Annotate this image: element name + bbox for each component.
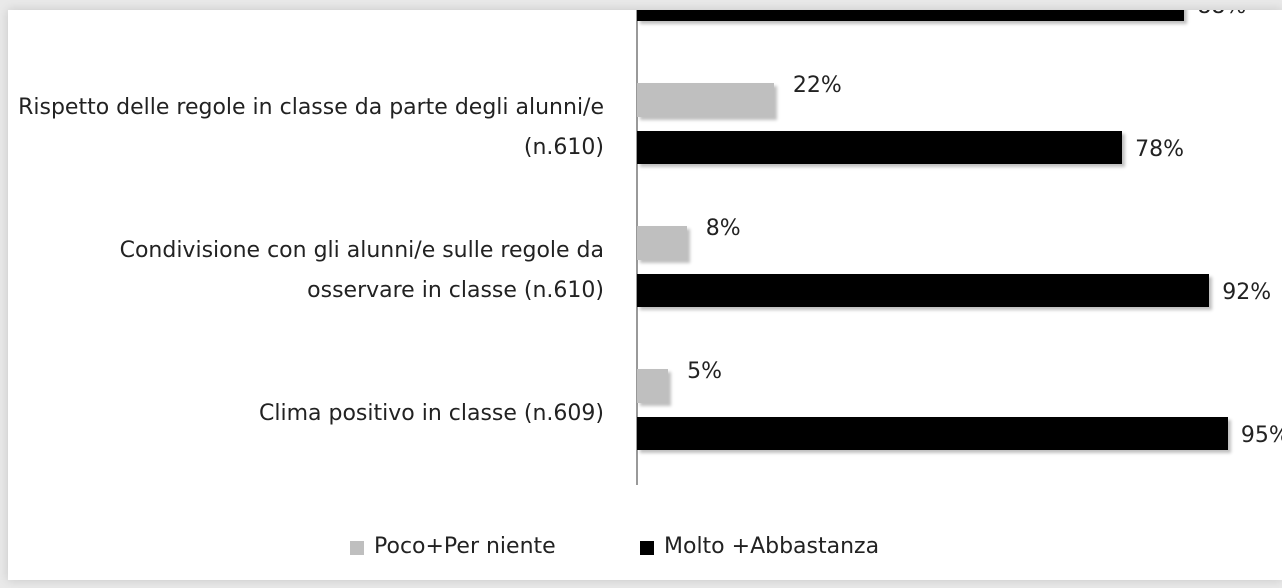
bar: [637, 131, 1123, 164]
category-label: Rispetto delle regole in classe da parte…: [18, 95, 604, 160]
category-label: Condivisione con gli alunni/e sulle rego…: [119, 238, 604, 303]
legend-label: Molto +Abbastanza: [664, 534, 880, 559]
category-label: Clima positivo in classe (n.609): [259, 401, 604, 426]
legend-label: Poco+Per niente: [374, 534, 556, 559]
chart: 88% Rispetto delle regole in classe da pa…: [8, 10, 1282, 580]
value-label: 8%: [705, 216, 741, 241]
bar: [637, 417, 1228, 450]
value-label: 92%: [1222, 280, 1272, 305]
legend-swatch: [350, 541, 364, 555]
legend-swatch: [640, 541, 654, 555]
value-label: 95%: [1240, 423, 1282, 448]
value-label: 78%: [1135, 137, 1185, 162]
bar: [637, 369, 669, 403]
value-label: 5%: [687, 359, 722, 384]
bar: [637, 83, 774, 117]
value-label: 88%: [1197, 10, 1246, 19]
bar: [637, 274, 1210, 307]
value-label: 22%: [792, 73, 842, 98]
bar: [637, 226, 687, 260]
bar: [637, 10, 1185, 21]
